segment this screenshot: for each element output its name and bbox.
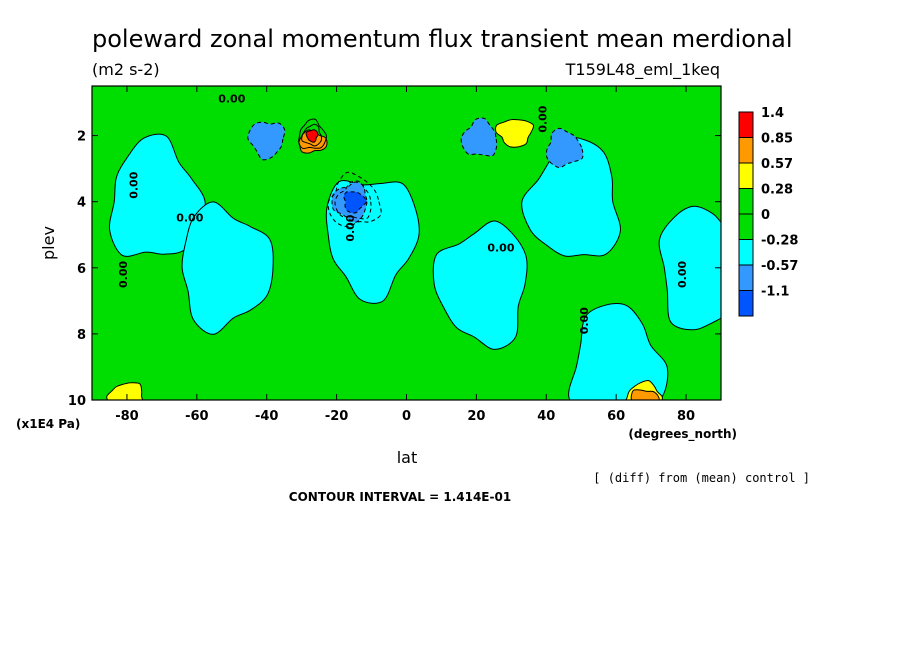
x-tick-label: -60 xyxy=(185,409,209,424)
colorbar-label: -0.28 xyxy=(761,234,798,249)
contour-line xyxy=(301,123,323,147)
contour-line xyxy=(298,118,327,149)
contour-region xyxy=(521,136,621,257)
contour-region xyxy=(432,220,528,350)
contour-region xyxy=(460,117,498,157)
x-tick-label: 80 xyxy=(677,409,695,424)
contour-line xyxy=(327,171,382,228)
contour-region xyxy=(568,303,669,400)
chart-units: (m2 s-2) xyxy=(92,60,160,79)
contour-label: 0.00 xyxy=(344,214,357,241)
colorbar-swatch xyxy=(738,290,754,317)
contour-region xyxy=(247,121,286,161)
y-tick-label: 2 xyxy=(77,130,86,145)
colorbar-swatch xyxy=(738,264,754,291)
contour-region xyxy=(630,389,660,400)
contour-label: 0.00 xyxy=(578,307,591,334)
y-axis-label: plev xyxy=(39,226,58,260)
contour-region xyxy=(106,382,144,400)
y-tick-label: 8 xyxy=(77,328,86,343)
colorbar-swatch xyxy=(738,137,754,164)
chart-title: poleward zonal momentum flux transient m… xyxy=(92,25,793,53)
contour-label: 0.00 xyxy=(117,260,130,287)
x-tick-label: 40 xyxy=(537,409,555,424)
colorbar-label: -0.57 xyxy=(761,259,798,274)
colorbar-swatch xyxy=(738,239,754,266)
plot-area xyxy=(92,86,721,400)
colorbar-swatch xyxy=(738,162,754,189)
colorbar-label: 0.57 xyxy=(761,157,793,172)
colorbar: 1.4 0.85 0.57 0.28 0 -0.28 -0.57 -1.1 xyxy=(738,106,798,317)
colorbar-swatch xyxy=(738,188,754,215)
colorbar-label: 0.85 xyxy=(761,132,793,147)
contour-region xyxy=(181,201,274,335)
contour-region xyxy=(108,133,206,257)
contour-region xyxy=(305,129,319,143)
contour-interval: CONTOUR INTERVAL = 1.414E-01 xyxy=(289,490,511,504)
contour-label: 0.00 xyxy=(676,260,689,287)
difference-note: [ (diff) from (mean) control ] xyxy=(593,471,810,485)
contour-region xyxy=(658,205,721,331)
colorbar-label: -1.1 xyxy=(761,285,789,300)
contour-region xyxy=(343,191,367,214)
contour-region xyxy=(494,118,535,148)
x-tick-label: 60 xyxy=(607,409,625,424)
colorbar-label: 1.4 xyxy=(761,106,784,121)
x-tick-label: -20 xyxy=(325,409,349,424)
colorbar-label: 0 xyxy=(761,208,770,223)
x-axis-units: (degrees_north) xyxy=(628,427,737,442)
contour-line xyxy=(334,180,372,220)
x-tick-label: 0 xyxy=(402,409,411,424)
contour-region xyxy=(545,127,584,168)
y-axis-units: (x1E4 Pa) xyxy=(16,417,80,431)
x-axis-label: lat xyxy=(397,448,418,467)
y-tick-label: 4 xyxy=(77,196,86,211)
contour-label: 0.00 xyxy=(176,212,203,225)
contour-label: 0.00 xyxy=(536,105,549,132)
colorbar-label: 0.28 xyxy=(761,183,793,198)
contour-label: 0.00 xyxy=(218,93,245,106)
y-tick-label: 10 xyxy=(68,394,86,409)
x-tick-label: 20 xyxy=(467,409,485,424)
contour-label: 0.00 xyxy=(127,171,140,198)
colorbar-swatch xyxy=(738,213,754,240)
x-tick-label: -80 xyxy=(115,409,139,424)
dataset-label: T159L48_eml_1keq xyxy=(565,60,720,80)
y-tick-label: 6 xyxy=(77,262,86,277)
x-tick-label: -40 xyxy=(255,409,279,424)
contour-label: 0.00 xyxy=(487,241,514,254)
colorbar-swatch xyxy=(738,111,754,138)
